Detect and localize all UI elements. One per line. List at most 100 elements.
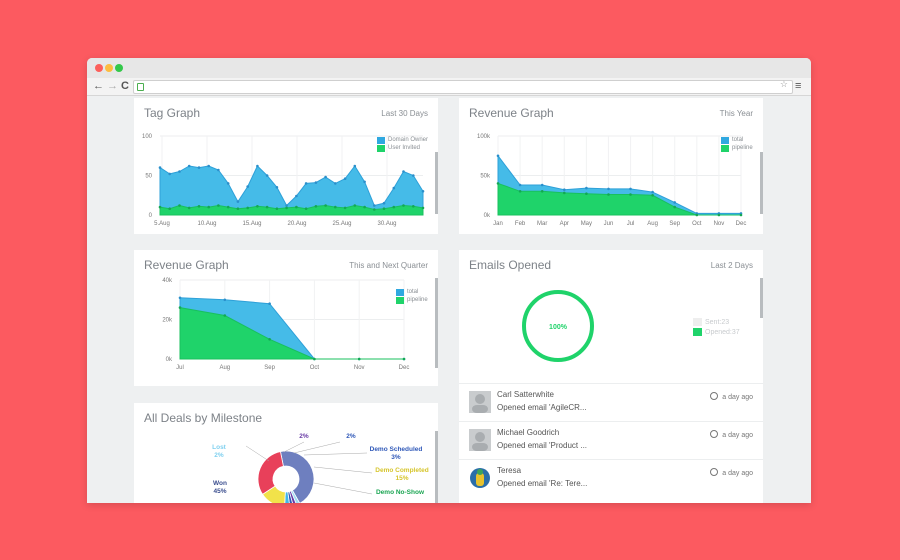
data-point xyxy=(304,207,308,210)
data-point xyxy=(402,170,405,173)
leader-line xyxy=(313,482,373,495)
data-point xyxy=(313,357,316,361)
period-link[interactable]: This Year xyxy=(719,109,753,118)
data-point xyxy=(540,190,544,193)
close-window-button[interactable] xyxy=(95,64,103,72)
star-icon[interactable]: ☆ xyxy=(779,79,788,89)
activity-text: Opened email 'AgileCR... xyxy=(497,403,587,412)
browser-window: ← → C ☆ ≡ Tag Graph Last 30 Days 0 50 100 5… xyxy=(87,58,811,503)
leader-line xyxy=(293,441,341,454)
avatar xyxy=(469,429,491,451)
data-point xyxy=(363,180,366,184)
back-arrow-icon[interactable]: ← xyxy=(93,80,104,92)
address-bar[interactable]: ☆ xyxy=(133,79,793,94)
series-area-1 xyxy=(179,307,404,360)
x-tick-label: Nov xyxy=(714,221,725,227)
legend-label: total xyxy=(407,289,419,295)
data-point xyxy=(324,175,327,179)
activity-item[interactable]: Carl Satterwhite Opened email 'AgileCR..… xyxy=(459,383,763,422)
pie-label: Won xyxy=(213,480,227,487)
data-point xyxy=(256,164,259,168)
forward-arrow-icon[interactable]: → xyxy=(107,80,118,92)
leader-line xyxy=(283,441,305,453)
data-point xyxy=(585,192,588,195)
avatar xyxy=(469,391,491,413)
timestamp: a day ago xyxy=(710,392,753,401)
clock-icon xyxy=(710,430,719,438)
data-point xyxy=(236,207,240,210)
data-point xyxy=(217,204,220,207)
revenue-quarter-chart: 0k 20k 40k Jul Aug Sep Oct Nov Dec xyxy=(162,278,409,371)
data-point xyxy=(178,296,182,300)
pie-label: 2% xyxy=(299,433,309,440)
contact-name[interactable]: Michael Goodrich xyxy=(497,428,560,437)
data-point xyxy=(421,206,425,210)
series-area-1 xyxy=(497,182,741,216)
data-point xyxy=(275,186,279,189)
data-point xyxy=(295,194,298,198)
data-point xyxy=(168,172,171,176)
data-point xyxy=(357,357,361,361)
tag-graph-card: Tag Graph Last 30 Days 0 50 100 5.Aug 10.Aug… xyxy=(134,98,438,234)
contact-name[interactable]: Carl Satterwhite xyxy=(497,390,554,399)
data-point xyxy=(412,174,415,177)
period-link[interactable]: Last 30 Days xyxy=(381,109,428,118)
data-point xyxy=(496,154,500,158)
pie-label: Demo No-Show xyxy=(376,489,425,496)
data-point xyxy=(392,186,396,190)
period-link[interactable]: This and Next Quarter xyxy=(349,261,428,270)
x-tick-label: Oct xyxy=(310,365,320,371)
data-point xyxy=(285,204,288,207)
data-point xyxy=(563,188,566,191)
y-tick-label: 40k xyxy=(162,278,173,284)
leader-line xyxy=(303,452,368,456)
scrollbar[interactable] xyxy=(760,152,763,214)
data-point xyxy=(717,213,721,217)
activity-item[interactable]: Teresa Opened email 'Re: Tere... a day a… xyxy=(459,459,763,498)
clock-icon xyxy=(710,468,719,476)
reload-icon[interactable]: C xyxy=(121,80,129,92)
maximize-window-button[interactable] xyxy=(115,64,123,72)
data-point xyxy=(158,205,162,209)
data-point xyxy=(207,205,210,209)
x-tick-label: Jul xyxy=(627,221,635,227)
data-point xyxy=(223,298,227,302)
contact-name[interactable]: Teresa xyxy=(497,466,522,475)
data-point xyxy=(285,206,288,210)
scrollbar[interactable] xyxy=(435,431,438,503)
scrollbar[interactable] xyxy=(435,278,438,368)
tag-graph-legend: Domain Owner User Invited xyxy=(377,136,428,152)
period-link[interactable]: Last 2 Days xyxy=(710,261,753,270)
data-point xyxy=(607,193,610,196)
x-tick-label: May xyxy=(581,221,592,227)
data-point xyxy=(256,205,259,208)
x-tick-label: Dec xyxy=(736,221,747,227)
data-point xyxy=(197,166,201,169)
revenue-year-legend: total pipeline xyxy=(721,136,753,152)
activity-item[interactable]: Michael Goodrich Opened email 'Product .… xyxy=(459,421,763,460)
data-point xyxy=(607,187,610,191)
data-point xyxy=(268,338,271,341)
data-point xyxy=(353,204,357,207)
data-point xyxy=(382,207,386,210)
x-tick-label: 15.Aug xyxy=(242,221,261,227)
data-point xyxy=(673,201,676,204)
emails-opened-card: Emails Opened Last 2 Days 100% Sent:23 O… xyxy=(459,250,763,503)
menu-icon[interactable]: ≡ xyxy=(795,80,802,92)
x-tick-label: Jan xyxy=(493,221,503,227)
data-point xyxy=(168,207,171,210)
emails-legend: Sent:23 Opened:37 xyxy=(693,317,740,337)
pie-label: 15% xyxy=(395,475,408,482)
browser-toolbar: ← → C ☆ ≡ xyxy=(87,78,811,96)
x-tick-label: Apr xyxy=(560,221,569,227)
card-title: Tag Graph xyxy=(144,106,201,120)
scrollbar[interactable] xyxy=(435,152,438,214)
data-point xyxy=(373,204,376,207)
data-point xyxy=(178,170,181,173)
x-tick-label: Mar xyxy=(537,221,547,227)
data-point xyxy=(392,205,396,209)
data-point xyxy=(585,186,588,190)
scrollbar[interactable] xyxy=(760,278,763,318)
dashboard: Tag Graph Last 30 Days 0 50 100 5.Aug 10.Aug… xyxy=(87,96,811,503)
minimize-window-button[interactable] xyxy=(105,64,113,72)
